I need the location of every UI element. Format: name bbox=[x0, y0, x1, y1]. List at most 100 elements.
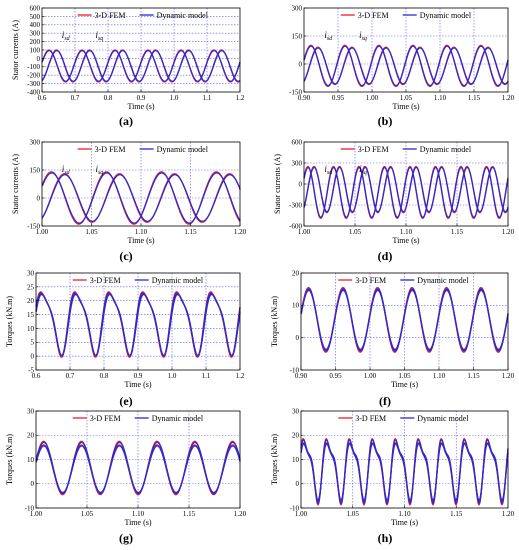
legend-fem-label: 3-D FEM bbox=[358, 11, 389, 20]
x-tick-label: 1.15 bbox=[450, 510, 463, 518]
x-tick-label: 1.20 bbox=[234, 228, 247, 236]
y-tick-label: 300 bbox=[30, 138, 41, 146]
x-tick-label: 1.00 bbox=[298, 228, 311, 236]
y-tick-label: -400 bbox=[27, 88, 40, 96]
subfigure-label: (d) bbox=[378, 249, 393, 263]
y-tick-label: 400 bbox=[30, 21, 41, 29]
chart-b: 0.90 0.95 1.00 1.05 1.10 1.15 1.20 -150 0 150 300 T… bbox=[289, 4, 514, 128]
chart-f: 0.90 0.95 1.00 1.05 1.10 1.15 1.20 -10 0 10 20 Time… bbox=[270, 269, 515, 408]
y-tick-label: 15 bbox=[27, 311, 35, 319]
y-tick-label: -10 bbox=[290, 504, 300, 512]
series-dyn bbox=[41, 49, 241, 82]
annotation-isd: isd bbox=[62, 30, 71, 42]
x-axis-label: Time (s) bbox=[124, 380, 151, 389]
y-tick-label: 0 bbox=[37, 194, 41, 202]
legend-fem-label: 3-D FEM bbox=[95, 145, 126, 154]
y-tick-label: -150 bbox=[27, 222, 40, 230]
legend-fem-label: 3-D FEM bbox=[90, 414, 121, 423]
series-dyn bbox=[35, 292, 241, 357]
series-dyn bbox=[300, 289, 509, 351]
y-tick-label: 0 bbox=[299, 180, 303, 188]
y-tick-label: -5 bbox=[28, 366, 34, 374]
y-tick-label: 30 bbox=[292, 407, 300, 415]
y-tick-label: 10 bbox=[292, 302, 300, 310]
x-tick-label: 1.00 bbox=[295, 510, 308, 518]
legend-dyn-label: Dynamic model bbox=[157, 145, 209, 154]
y-tick-label: 200 bbox=[30, 38, 41, 46]
x-tick-label: 1.2 bbox=[236, 372, 245, 380]
y-tick-label: 20 bbox=[292, 432, 300, 440]
x-tick-label: 1.10 bbox=[400, 228, 413, 236]
y-tick-label: 300 bbox=[292, 159, 303, 167]
legend-fem-label: 3-D FEM bbox=[358, 145, 389, 154]
x-tick-label: 1.15 bbox=[467, 372, 480, 380]
series-dyn bbox=[300, 443, 509, 502]
annotation-isq: isq bbox=[359, 30, 367, 42]
x-tick-label: 0.95 bbox=[332, 94, 345, 102]
subfigure-label: (f) bbox=[379, 394, 391, 408]
y-tick-label: -100 bbox=[27, 63, 40, 71]
subfigure-label: (e) bbox=[119, 394, 132, 408]
annotation-isd: isd bbox=[324, 30, 333, 42]
series-dyn bbox=[303, 45, 509, 87]
x-tick-label: 1.20 bbox=[502, 228, 515, 236]
x-tick-label: 0.8 bbox=[104, 94, 113, 102]
y-tick-label: -600 bbox=[289, 222, 302, 230]
y-tick-label: 300 bbox=[292, 4, 303, 12]
y-axis-label: Stator currents (A) bbox=[273, 154, 282, 214]
legend-dyn-label: Dynamic model bbox=[417, 414, 469, 423]
x-tick-label: 1.15 bbox=[184, 228, 197, 236]
x-tick-label: 0.95 bbox=[329, 372, 342, 380]
y-tick-label: 0 bbox=[296, 480, 300, 488]
y-tick-label: 10 bbox=[27, 325, 35, 333]
subfigure-label: (b) bbox=[378, 114, 393, 128]
series-dyn bbox=[41, 49, 241, 82]
y-tick-label: 20 bbox=[27, 297, 35, 305]
y-tick-label: 0 bbox=[31, 353, 35, 361]
y-tick-label: -200 bbox=[27, 72, 40, 80]
series-dyn bbox=[35, 293, 241, 357]
y-tick-label: 20 bbox=[292, 269, 300, 277]
x-tick-label: 1.1 bbox=[203, 94, 212, 102]
x-axis-label: Time (s) bbox=[127, 236, 154, 245]
legend-dyn-label: Dynamic model bbox=[152, 276, 204, 285]
x-tick-label: 0.6 bbox=[32, 372, 41, 380]
y-axis-label: Stator currents (A) bbox=[11, 154, 20, 214]
chart-g: 1.00 1.05 1.10 1.15 1.20 -10 0 10 20 30 Time (s) To… bbox=[5, 407, 247, 545]
chart-h: 1.00 1.05 1.10 1.15 1.20 -10 0 10 20 30 Time (s) To… bbox=[270, 407, 515, 545]
chart-d: 1.00 1.05 1.10 1.15 1.20 -600 -300 0 300 600 Time … bbox=[273, 138, 515, 263]
y-tick-label: 150 bbox=[30, 166, 41, 174]
y-axis-label: Torques (kN.m) bbox=[5, 434, 14, 485]
x-tick-label: 1.1 bbox=[202, 372, 211, 380]
y-tick-label: 0 bbox=[296, 334, 300, 342]
y-tick-label: -10 bbox=[290, 366, 300, 374]
x-tick-label: 1.20 bbox=[502, 94, 515, 102]
x-tick-label: 1.10 bbox=[132, 510, 145, 518]
x-tick-label: 1.10 bbox=[398, 510, 411, 518]
x-axis-label: Time (s) bbox=[391, 380, 418, 389]
series-dyn bbox=[303, 47, 509, 85]
x-tick-label: 0.9 bbox=[134, 372, 143, 380]
x-tick-label: 1.10 bbox=[135, 228, 148, 236]
x-axis-label: Time (s) bbox=[124, 518, 151, 527]
subfigure-label: (c) bbox=[119, 249, 132, 263]
x-tick-label: 1.05 bbox=[347, 510, 360, 518]
x-tick-label: 1.00 bbox=[364, 372, 377, 380]
x-tick-label: 1.0 bbox=[170, 94, 179, 102]
x-tick-label: 0.6 bbox=[38, 94, 47, 102]
y-axis-label: Torques (kN.m) bbox=[5, 296, 14, 347]
x-tick-label: 1.0 bbox=[168, 372, 177, 380]
y-tick-label: 0 bbox=[37, 55, 41, 63]
y-tick-label: 0 bbox=[31, 480, 35, 488]
legend-fem-label: 3-D FEM bbox=[355, 276, 386, 285]
series-dyn bbox=[35, 445, 241, 494]
chart-e: 0.6 0.7 0.8 0.9 1.0 1.1 1.2 -5 0 5 10 15 20 25 30 Time … bbox=[5, 269, 245, 408]
series-dyn bbox=[41, 174, 241, 222]
y-tick-label: 600 bbox=[30, 4, 41, 12]
x-tick-label: 1.20 bbox=[502, 372, 515, 380]
x-tick-label: 0.7 bbox=[71, 94, 80, 102]
x-tick-label: 1.15 bbox=[468, 94, 481, 102]
x-tick-label: 0.7 bbox=[66, 372, 75, 380]
y-tick-label: 10 bbox=[27, 456, 35, 464]
y-tick-label: 300 bbox=[30, 30, 41, 38]
